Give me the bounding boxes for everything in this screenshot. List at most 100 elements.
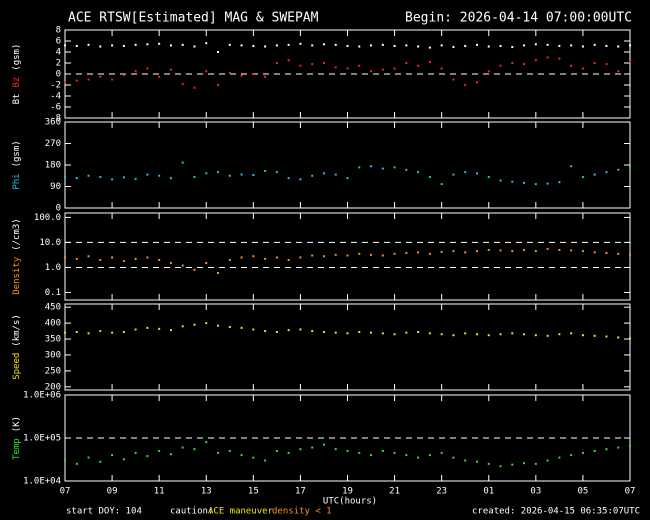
y-tick-label: 100.0 [34, 213, 61, 223]
data-point [546, 459, 549, 462]
data-point [405, 168, 408, 171]
data-point [240, 326, 243, 329]
data-point [75, 257, 78, 260]
data-point [558, 248, 561, 251]
data-point [322, 62, 325, 64]
y-unit: (/cm3) [12, 218, 22, 251]
data-point [464, 44, 467, 47]
data-point [322, 172, 325, 175]
data-point [475, 43, 478, 46]
data-point [558, 333, 561, 336]
y-axis-label: Bt Bz (gsm) [12, 44, 22, 105]
y-tick-label: 8 [56, 26, 61, 36]
y-tick-label: -8 [50, 114, 61, 124]
data-point [593, 43, 596, 46]
legend-entry: Phi [12, 173, 22, 189]
y-tick-label: 250 [45, 366, 61, 376]
data-point [534, 59, 537, 62]
data-point [287, 43, 290, 46]
data-point [534, 462, 537, 465]
data-point [381, 167, 384, 170]
data-point [593, 449, 596, 452]
data-point [405, 331, 408, 334]
data-point [534, 183, 537, 186]
data-point [275, 44, 278, 47]
data-point [134, 451, 137, 454]
data-point [593, 173, 596, 176]
data-point [558, 44, 561, 47]
data-point [581, 175, 584, 178]
data-point [311, 330, 314, 333]
data-point [228, 449, 231, 452]
data-point [275, 331, 278, 334]
data-point [99, 330, 102, 333]
data-point [334, 43, 337, 46]
data-point [464, 171, 467, 174]
data-point [358, 331, 361, 334]
data-point [452, 334, 455, 337]
legend-entry: Temp [12, 438, 22, 460]
plot-frame [64, 121, 631, 209]
data-point [99, 258, 102, 261]
y-tick-label: -6 [50, 103, 61, 113]
data-point [264, 75, 267, 78]
data-point [181, 325, 184, 328]
x-tick-label: 07 [625, 487, 636, 497]
y-tick-label: 200 [45, 382, 61, 392]
data-point [487, 175, 490, 178]
data-point [64, 459, 66, 462]
y-tick-label: 1.0E+06 [23, 391, 61, 401]
data-point [217, 324, 220, 327]
data-point [240, 454, 243, 457]
data-point [287, 177, 290, 180]
data-point [111, 454, 114, 457]
data-point [287, 451, 290, 454]
data-point [287, 258, 290, 261]
x-tick-label: 01 [483, 487, 494, 497]
data-point [287, 59, 290, 62]
legend-entry: Density [12, 256, 22, 295]
data-point [346, 332, 349, 335]
plot-frame [64, 394, 631, 482]
data-point [252, 328, 255, 331]
data-point [593, 62, 596, 64]
data-point [134, 328, 137, 331]
data-point [264, 45, 267, 48]
data-point [475, 172, 478, 175]
data-point [228, 43, 231, 46]
data-point [264, 169, 267, 172]
data-point [205, 70, 208, 73]
x-tick-label: 15 [248, 487, 259, 497]
data-point [252, 44, 255, 47]
data-point [428, 454, 431, 457]
data-point [629, 253, 631, 256]
data-point [523, 63, 526, 66]
plot-frame [64, 29, 631, 119]
legend-entry: Speed [12, 353, 22, 380]
data-point [75, 331, 78, 334]
data-point [417, 45, 420, 48]
data-point [358, 252, 361, 255]
data-point [311, 63, 314, 66]
data-point [370, 165, 373, 168]
y-axis-label: Density (/cm3) [12, 218, 22, 294]
data-point [605, 44, 608, 47]
data-point [499, 249, 502, 252]
data-point [570, 44, 573, 47]
data-point [393, 67, 396, 70]
data-point [264, 257, 267, 260]
y-tick-label: 6 [56, 37, 61, 47]
y-tick-label: 1.0E+05 [23, 434, 61, 444]
data-point [311, 174, 314, 177]
y-unit: (K) [12, 416, 22, 432]
data-point [452, 78, 455, 81]
y-tick-label: 4 [56, 48, 61, 58]
data-point [370, 44, 373, 47]
data-point [75, 462, 78, 465]
data-point [440, 451, 443, 454]
data-point [146, 256, 149, 259]
data-point [440, 44, 443, 47]
data-point [393, 252, 396, 255]
data-point [87, 332, 90, 335]
data-point [452, 456, 455, 459]
